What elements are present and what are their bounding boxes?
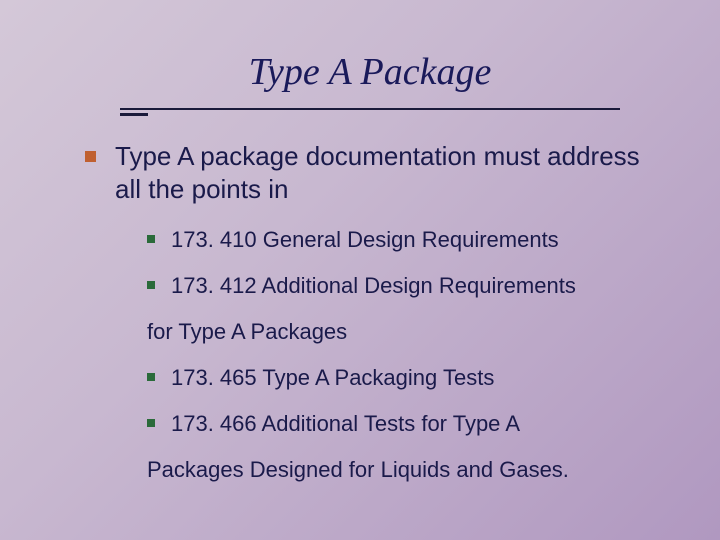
item-text: 173. 465 Type A Packaging Tests: [171, 365, 494, 390]
slide-content: Type A package documentation must addres…: [40, 140, 680, 488]
list-item: 173. 466 Additional Tests for Type A: [147, 407, 660, 441]
lead-text: Type A package documentation must addres…: [115, 141, 640, 204]
list-item: 173. 465 Type A Packaging Tests: [147, 361, 660, 395]
sublist: 173. 410 General Design Requirements 173…: [85, 223, 660, 488]
list-item: 173. 410 General Design Requirements: [147, 223, 660, 257]
item-text: 173. 466 Additional Tests for Type A: [171, 411, 520, 436]
lead-bullet: Type A package documentation must addres…: [85, 140, 660, 205]
item-continuation: Packages Designed for Liquids and Gases.: [147, 453, 660, 487]
slide: Type A Package Type A package documentat…: [0, 0, 720, 540]
item-text: 173. 410 General Design Requirements: [171, 227, 559, 252]
item-continuation: for Type A Packages: [147, 315, 660, 349]
list-item: 173. 412 Additional Design Requirements: [147, 269, 660, 303]
slide-title: Type A Package: [120, 50, 620, 110]
item-text: 173. 412 Additional Design Requirements: [171, 273, 576, 298]
